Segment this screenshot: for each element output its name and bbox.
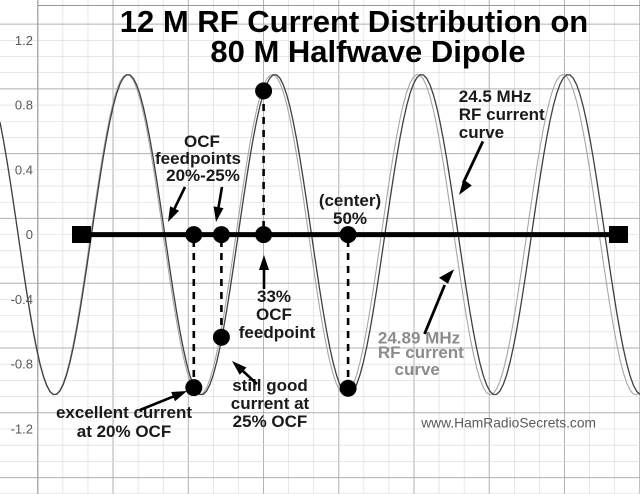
svg-text:25% OCF: 25% OCF (233, 412, 308, 431)
svg-text:1.2: 1.2 (15, 33, 33, 48)
svg-text:0: 0 (26, 227, 33, 242)
svg-text:at 20% OCF: at 20% OCF (77, 422, 171, 441)
svg-text:excellent current: excellent current (56, 403, 192, 422)
svg-text:curve: curve (459, 123, 504, 142)
svg-text:-1.2: -1.2 (11, 422, 33, 437)
svg-text:RF current: RF current (459, 105, 545, 124)
svg-text:OCF: OCF (256, 305, 292, 324)
svg-text:(center): (center) (319, 191, 381, 210)
svg-text:80 M Halfwave Dipole: 80 M Halfwave Dipole (210, 34, 525, 69)
svg-text:0.8: 0.8 (15, 98, 33, 113)
svg-text:curve: curve (395, 360, 440, 379)
svg-text:50%: 50% (333, 209, 367, 228)
svg-text:33%: 33% (257, 287, 291, 306)
svg-text:24.5 MHz: 24.5 MHz (459, 87, 532, 106)
svg-text:still good: still good (232, 376, 308, 395)
svg-text:feedpoint: feedpoint (239, 323, 316, 342)
svg-text:0.4: 0.4 (15, 162, 33, 177)
svg-text:20%-25%: 20%-25% (166, 166, 240, 185)
svg-text:www.HamRadioSecrets.com: www.HamRadioSecrets.com (420, 416, 596, 431)
svg-text:-0.8: -0.8 (11, 357, 33, 372)
svg-text:current at: current at (231, 394, 310, 413)
svg-text:-0.4: -0.4 (11, 292, 33, 307)
